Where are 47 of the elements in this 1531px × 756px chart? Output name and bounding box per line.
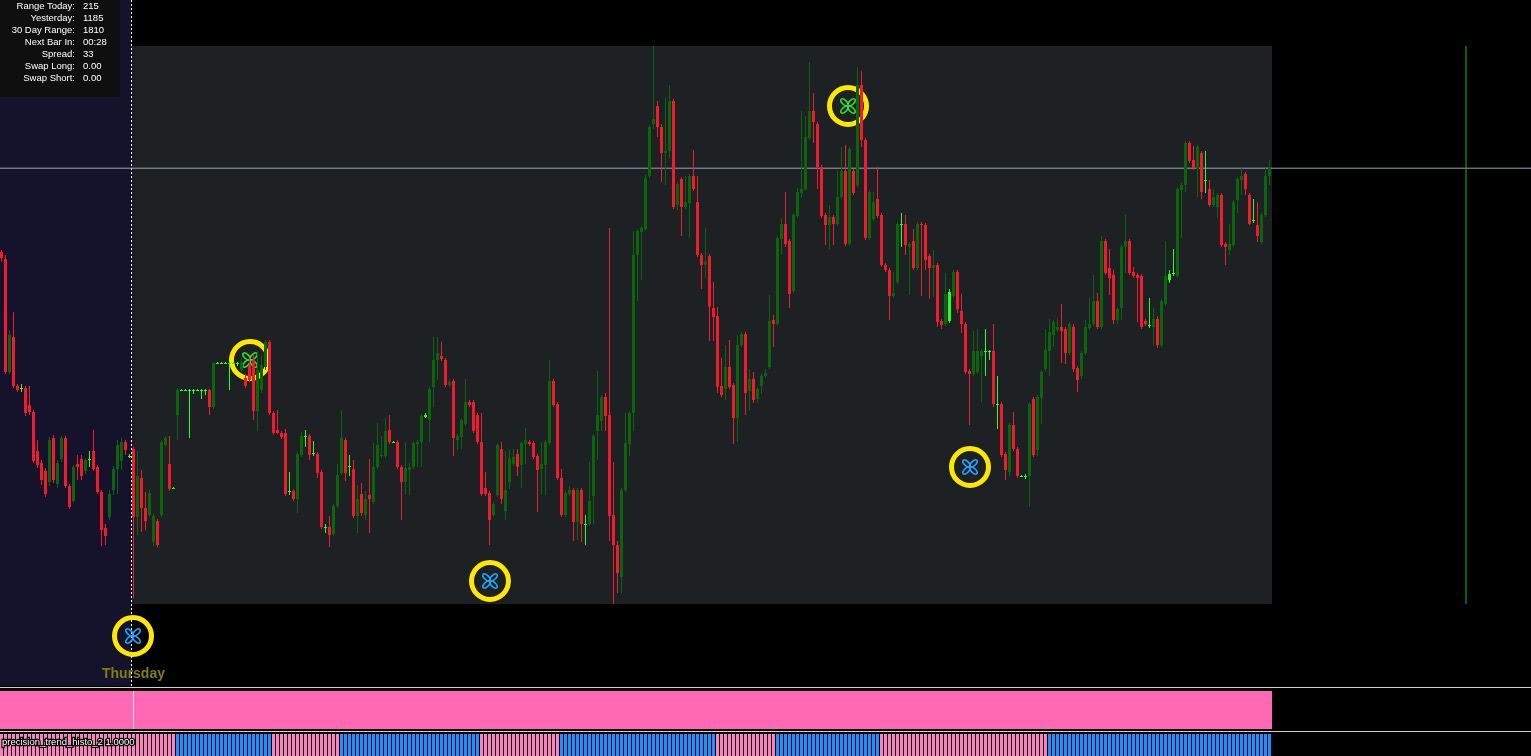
candlestick bbox=[304, 429, 307, 448]
candlestick bbox=[1252, 198, 1255, 223]
candlestick bbox=[88, 451, 91, 467]
annotation: 33 bbox=[83, 48, 94, 59]
candlestick bbox=[932, 250, 935, 298]
candlestick bbox=[1204, 150, 1207, 193]
candlestick bbox=[772, 314, 775, 347]
candlestick bbox=[704, 227, 707, 279]
candlestick bbox=[664, 97, 667, 185]
candlestick bbox=[996, 375, 999, 429]
text: 1810 bbox=[83, 24, 105, 35]
candlestick bbox=[228, 361, 231, 390]
text: 30 Day Range: bbox=[11, 24, 75, 35]
candlestick bbox=[900, 212, 903, 247]
annotation: Swap Long: bbox=[24, 60, 75, 71]
text: 1185 bbox=[83, 12, 104, 23]
candlestick bbox=[76, 455, 79, 481]
candlestick bbox=[20, 384, 23, 392]
annotation: 0.00 bbox=[83, 72, 102, 83]
candlestick bbox=[288, 471, 291, 496]
candlestick bbox=[324, 524, 327, 534]
candlestick bbox=[416, 439, 419, 467]
candlestick bbox=[1172, 249, 1175, 276]
candlestick bbox=[368, 458, 371, 534]
candlestick bbox=[348, 455, 351, 477]
candlestick bbox=[908, 241, 911, 295]
text: Range Today: bbox=[16, 0, 75, 11]
candlestick bbox=[312, 441, 315, 457]
candlestick bbox=[1060, 303, 1063, 363]
candlestick bbox=[188, 389, 191, 439]
candlestick bbox=[1124, 215, 1127, 274]
candlestick bbox=[984, 328, 987, 376]
annotation: 0.00 bbox=[83, 60, 102, 71]
candlestick bbox=[652, 46, 655, 130]
text: Thursday bbox=[101, 665, 166, 681]
candlestick bbox=[584, 515, 587, 545]
annotation: 00:28 bbox=[83, 36, 107, 47]
candlestick bbox=[920, 221, 923, 296]
candlestick bbox=[892, 271, 895, 299]
text: 215 bbox=[83, 0, 99, 11]
candlestick bbox=[1148, 298, 1151, 328]
text: Yesterday: bbox=[30, 12, 75, 23]
annotation: Spread: bbox=[41, 48, 75, 59]
annotation: Next Bar In: bbox=[24, 36, 75, 47]
annotation: Swap Short: bbox=[23, 72, 75, 83]
candlestick bbox=[540, 442, 543, 496]
candlestick bbox=[200, 389, 203, 400]
